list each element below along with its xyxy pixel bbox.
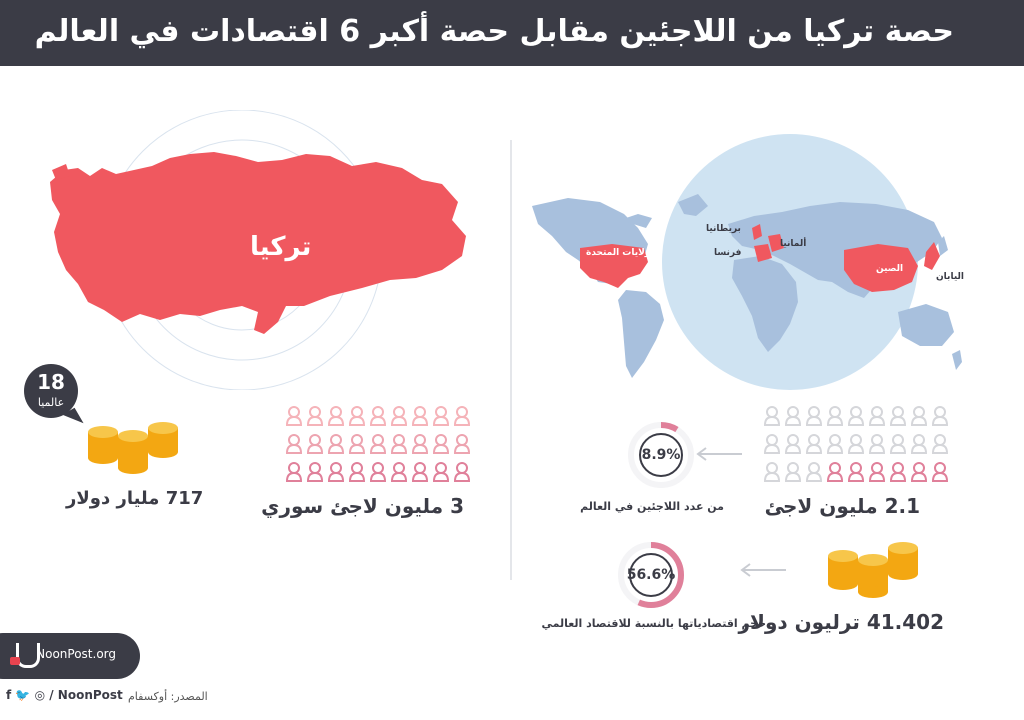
turkey-refugee-icons	[286, 406, 470, 482]
world-refugee-icons	[764, 406, 948, 482]
noonpost-logo-dot	[10, 657, 20, 665]
world-gdp-text: 41.402 ترليون دولار	[738, 610, 944, 634]
uk-shape	[752, 224, 762, 240]
turkey-icons-row-3	[286, 462, 470, 482]
turkey-shape	[50, 152, 466, 334]
world-coins-icon	[828, 542, 918, 598]
france-shape	[754, 244, 772, 262]
arrow-left-icon	[696, 447, 742, 461]
france-label: فرنسا	[714, 248, 742, 258]
refugee-share-value: 8.9%	[641, 447, 681, 463]
noonpost-logo-icon	[16, 643, 40, 668]
source-note: المصدر: أوكسفام	[128, 690, 208, 703]
usa-shape	[580, 244, 648, 288]
turkey-icons-row-2	[286, 434, 470, 454]
refugee-share-caption: من عدد اللاجئين في العالم	[580, 500, 724, 513]
world-map	[532, 134, 962, 390]
turkey-refugees-text: 3 مليون لاجئ سوري	[261, 494, 464, 518]
turkey-gdp-text: 717 مليار دولار	[66, 488, 204, 509]
social-handle: / NoonPost	[49, 688, 123, 702]
page-title: حصة تركيا من اللاجئين مقابل حصة أكبر 6 ا…	[34, 14, 954, 49]
refugee-share-ring	[628, 422, 694, 488]
rank-word: عالميا	[37, 396, 65, 409]
germany-shape	[768, 234, 784, 252]
header-bar: حصة تركيا من اللاجئين مقابل حصة أكبر 6 ا…	[0, 0, 1024, 66]
world-icons-row-2	[764, 434, 948, 454]
thrace-shape	[52, 164, 70, 180]
japan-label: اليابان	[936, 272, 964, 282]
instagram-icon[interactable]: ◎	[34, 688, 46, 702]
usa-label: الولايات المتحدة	[586, 248, 657, 258]
arrow-left-icon	[740, 563, 786, 577]
economy-share-caption: حجم اقتصادياتها بالنسبة للاقتصاد العالمي	[541, 617, 766, 630]
turkey-coins-icon	[88, 422, 178, 474]
world-refugees-text: 2.1 مليون لاجئ	[764, 494, 920, 518]
facebook-icon[interactable]: f	[6, 688, 12, 702]
japan-shape	[924, 242, 940, 270]
economy-share-value: 56.6%	[626, 567, 676, 583]
highlighted-countries	[580, 224, 940, 292]
world-icons-row-3	[764, 462, 948, 482]
economy-share-ring	[618, 542, 684, 608]
germany-label: ألمانيا	[780, 239, 807, 249]
rank-number: 18	[37, 370, 65, 394]
turkey-icons-row-1	[286, 406, 470, 426]
china-label: الصين	[876, 264, 904, 274]
turkey-map-label: تركيا	[250, 232, 312, 262]
uk-label: بريطانيا	[706, 224, 741, 234]
turkey-map	[50, 110, 466, 390]
divider	[510, 140, 512, 580]
footer-site[interactable]: NoonPost.org	[36, 647, 116, 661]
world-icons-row-1	[764, 406, 948, 426]
social-links: f 🐦 ◎ / NoonPost	[6, 688, 123, 702]
rank-badge: 18 عالميا	[24, 364, 78, 418]
twitter-icon[interactable]: 🐦	[15, 688, 31, 702]
china-shape	[844, 244, 918, 292]
footer-brand: NoonPost.org	[0, 633, 140, 679]
